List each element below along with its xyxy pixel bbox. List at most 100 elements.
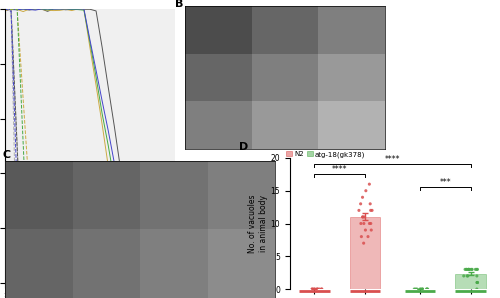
atg-18(gk378) EV RNAi <box>172 281 178 285</box>
atg-13(bp414) EV RNAi <box>124 247 130 250</box>
Bar <box>185 101 252 149</box>
Point <box>355 208 363 213</box>
atg-13(bp414) EV RNAi <box>112 179 117 183</box>
Bar <box>72 229 140 298</box>
Point <box>463 267 471 272</box>
Point <box>357 221 365 226</box>
lgg-1(bp500);rike-1 RNAi <box>166 280 172 283</box>
GFP::LGG-1(OE) EV RNAi <box>44 7 51 11</box>
lgg-1(bp500) EV RNAi <box>172 281 178 284</box>
atg-18(gk378) EV RNAi <box>38 8 44 11</box>
Bar <box>252 54 318 101</box>
lgg-1(bp500);rike-1 RNAi <box>50 281 56 285</box>
Point <box>318 287 326 291</box>
GFP::LGG-1(OE);rike-1 RNAi <box>81 280 87 284</box>
atg-13(bp414);rike-1 RNAi <box>130 281 136 284</box>
N2;rike-1 RNAi <box>69 281 75 285</box>
GFP::LGG-1(OE);rike-1 RNAi <box>166 281 172 285</box>
atg-13(bp414);rike-1 RNAi <box>87 280 93 283</box>
GFP::LGG-1(OE) EV RNAi <box>62 7 68 11</box>
atg-13(bp414) EV RNAi <box>20 7 26 11</box>
GFP::LGG-1(OE);rike-1 RNAi <box>99 281 105 285</box>
GFP::LGG-1(OE);rike-1 RNAi <box>20 279 26 283</box>
lgg-1(bp500) EV RNAi <box>20 281 26 285</box>
Line: atg-13(bp414);rike-1 RNAi: atg-13(bp414);rike-1 RNAi <box>5 9 175 283</box>
lgg-1(bp500);rike-1 RNAi <box>160 281 166 285</box>
atg-13(bp414) EV RNAi <box>130 279 136 283</box>
GFP::LGG-1(OE);rike-1 RNAi <box>154 281 160 284</box>
atg-13(bp414);rike-1 RNAi <box>154 281 160 285</box>
atg-18(gk378);rike-1 RNAi <box>38 281 44 285</box>
atg-18(gk378);rike-1 RNAi <box>81 281 87 285</box>
Point <box>360 215 368 219</box>
atg-18(gk378);rike-1 RNAi <box>105 281 111 285</box>
GFP::LGG-1(OE);rike-1 RNAi <box>130 281 136 285</box>
N2;rike-1 RNAi <box>2 8 8 11</box>
lgg-1(bp500) EV RNAi <box>154 281 160 285</box>
Point <box>466 267 474 272</box>
atg-18(gk378);rike-1 RNAi <box>50 281 56 285</box>
atg-13(bp414);rike-1 RNAi <box>105 281 111 285</box>
atg-13(bp414) EV RNAi <box>87 41 93 44</box>
Point <box>310 287 318 291</box>
lgg-1(bp500);rike-1 RNAi <box>2 8 8 12</box>
Point <box>468 267 476 272</box>
N2;rike-1 RNAi <box>38 281 44 285</box>
N2 EV RNAi <box>160 281 166 285</box>
N2 EV RNAi <box>130 242 136 246</box>
lgg-1(bp500) EV RNAi <box>14 143 20 146</box>
atg-18(gk378);rike-1 RNAi <box>14 7 20 11</box>
GFP::LGG-1(OE) EV RNAi <box>26 8 32 11</box>
atg-18(gk378) EV RNAi <box>87 46 93 50</box>
atg-13(bp414);rike-1 RNAi <box>44 281 51 285</box>
lgg-1(bp500) EV RNAi <box>38 281 44 285</box>
Text: B: B <box>175 0 184 9</box>
N2;rike-1 RNAi <box>142 281 148 285</box>
Bar <box>252 6 318 54</box>
Point <box>368 208 376 213</box>
lgg-1(bp500);rike-1 RNAi <box>26 281 32 285</box>
atg-13(bp414) EV RNAi <box>99 112 105 116</box>
atg-13(bp414) EV RNAi <box>172 281 178 285</box>
atg-18(gk378);rike-1 RNAi <box>118 281 124 285</box>
atg-18(gk378) EV RNAi <box>2 7 8 11</box>
atg-18(gk378);rike-1 RNAi <box>130 281 136 285</box>
atg-18(gk378) EV RNAi <box>62 7 68 11</box>
lgg-1(bp500) EV RNAi <box>160 281 166 285</box>
lgg-1(bp500) EV RNAi <box>81 280 87 284</box>
Bar <box>140 161 207 229</box>
lgg-1(bp500) EV RNAi <box>44 281 51 285</box>
GFP::LGG-1(OE) EV RNAi <box>172 281 178 285</box>
atg-18(gk378) EV RNAi <box>160 281 166 285</box>
Point <box>464 267 472 272</box>
Point <box>412 287 420 291</box>
N2;rike-1 RNAi <box>32 281 38 285</box>
Point <box>468 267 475 272</box>
atg-13(bp414);rike-1 RNAi <box>118 281 124 285</box>
GFP::LGG-1(OE) EV RNAi <box>38 7 44 11</box>
lgg-1(bp500);rike-1 RNAi <box>75 281 81 285</box>
Point <box>473 287 481 291</box>
lgg-1(bp500) EV RNAi <box>124 281 130 285</box>
GFP::LGG-1(OE);rike-1 RNAi <box>75 281 81 285</box>
Bar <box>318 54 385 101</box>
N2;rike-1 RNAi <box>8 7 14 11</box>
Line: lgg-1(bp500) EV RNAi: lgg-1(bp500) EV RNAi <box>5 10 175 283</box>
lgg-1(bp500);rike-1 RNAi <box>142 280 148 284</box>
Point <box>417 287 425 291</box>
Point <box>358 195 366 200</box>
N2;rike-1 RNAi <box>166 281 172 285</box>
atg-18(gk378);rike-1 RNAi <box>87 281 93 285</box>
Point <box>474 267 482 272</box>
Bar <box>140 229 207 298</box>
atg-18(gk378);rike-1 RNAi <box>172 281 178 285</box>
Point <box>464 274 472 278</box>
atg-18(gk378);rike-1 RNAi <box>148 281 154 285</box>
GFP::LGG-1(OE);rike-1 RNAi <box>160 281 166 285</box>
GFP::LGG-1(OE) EV RNAi <box>160 281 166 285</box>
Point <box>308 287 316 291</box>
atg-18(gk378) EV RNAi <box>50 9 56 12</box>
Point <box>318 287 326 291</box>
atg-13(bp414);rike-1 RNAi <box>62 280 68 283</box>
atg-18(gk378) EV RNAi <box>118 241 124 245</box>
